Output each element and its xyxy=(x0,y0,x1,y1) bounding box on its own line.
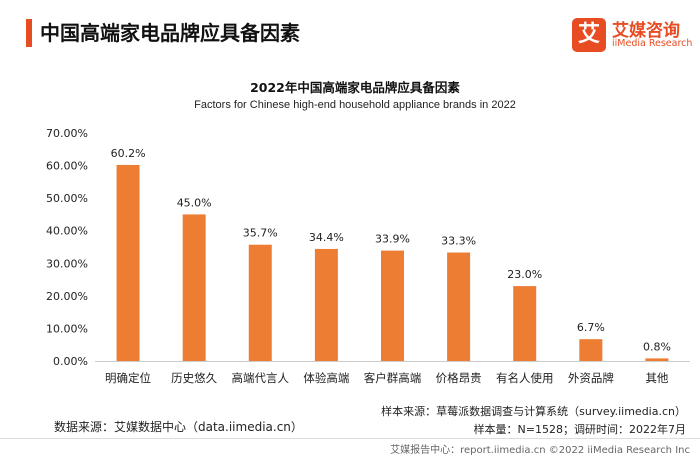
category-label: 价格昂贵 xyxy=(436,371,482,385)
bar-chart: 2022年中国高端家电品牌应具备因素 Factors for Chinese h… xyxy=(46,80,690,385)
y-tick-label: 20.00% xyxy=(46,290,88,303)
page-title: 中国高端家电品牌应具备因素 xyxy=(40,21,300,45)
sample-source: 样本来源：草莓派数据调查与计算系统（survey.iimedia.cn） xyxy=(381,405,686,418)
category-label: 其他 xyxy=(645,371,668,385)
bars xyxy=(116,164,669,361)
title-accent-bar xyxy=(26,19,32,47)
value-label: 60.2% xyxy=(111,147,146,160)
logo-subtitle: iiMedia Research xyxy=(612,38,693,49)
bar xyxy=(513,286,537,361)
y-tick-label: 50.00% xyxy=(46,192,88,205)
bar xyxy=(447,252,471,361)
bar xyxy=(248,244,272,361)
y-tick-label: 60.00% xyxy=(46,160,88,173)
category-label: 有名人使用 xyxy=(496,371,554,385)
value-label: 23.0% xyxy=(507,268,542,281)
y-tick-label: 0.00% xyxy=(53,355,88,368)
category-label: 历史悠久 xyxy=(171,371,217,385)
bar xyxy=(381,250,404,361)
y-tick-label: 70.00% xyxy=(46,127,88,140)
logo-mark-icon: 艾 xyxy=(572,18,606,52)
category-label: 客户群高端 xyxy=(364,371,422,385)
value-label: 35.7% xyxy=(243,227,278,240)
copyright: 艾媒报告中心：report.iimedia.cn ©2022 iiMedia R… xyxy=(390,445,690,456)
iimedia-logo: 艾 艾媒咨询 iiMedia Research xyxy=(572,14,696,54)
category-label: 体验高端 xyxy=(303,371,349,385)
chart-title: 2022年中国高端家电品牌应具备因素 xyxy=(250,80,460,95)
y-tick-label: 10.00% xyxy=(46,322,88,335)
y-tick-label: 30.00% xyxy=(46,257,88,270)
logo-name: 艾媒咨询 xyxy=(612,21,680,41)
bar xyxy=(182,214,206,361)
bar xyxy=(645,358,669,361)
value-label: 33.3% xyxy=(441,235,476,248)
sample-size: 样本量：N=1528；调研时间：2022年7月 xyxy=(473,423,686,436)
y-axis: 0.00% 10.00% 20.00% 30.00% 40.00% 50.00% 60.00… xyxy=(46,127,88,368)
value-label: 34.4% xyxy=(309,231,344,244)
header: 中国高端家电品牌应具备因素 艾 艾媒咨询 iiMedia Research xyxy=(0,0,700,70)
footer-divider xyxy=(0,438,700,439)
value-label: 0.8% xyxy=(643,340,671,353)
bar xyxy=(314,248,338,361)
category-label: 外资品牌 xyxy=(568,371,614,385)
category-label: 高端代言人 xyxy=(232,371,290,385)
value-label: 6.7% xyxy=(577,321,605,334)
data-source: 数据来源：艾媒数据中心（data.iimedia.cn） xyxy=(54,420,303,434)
category-labels: 明确定位 历史悠久 高端代言人 体验高端 客户群高端 价格昂贵 有名人使用 外资品牌 其他 xyxy=(105,371,669,385)
chart-subtitle: Factors for Chinese high-end household a… xyxy=(194,99,516,111)
value-label: 33.9% xyxy=(375,233,410,246)
y-tick-label: 40.00% xyxy=(46,225,88,238)
bar xyxy=(116,164,140,361)
bar xyxy=(579,339,603,361)
value-labels: 60.2% 45.0% 35.7% 34.4% 33.9% 33.3% 23.0% 6.7% 0… xyxy=(111,147,671,353)
value-label: 45.0% xyxy=(177,196,212,209)
category-label: 明确定位 xyxy=(105,371,151,385)
